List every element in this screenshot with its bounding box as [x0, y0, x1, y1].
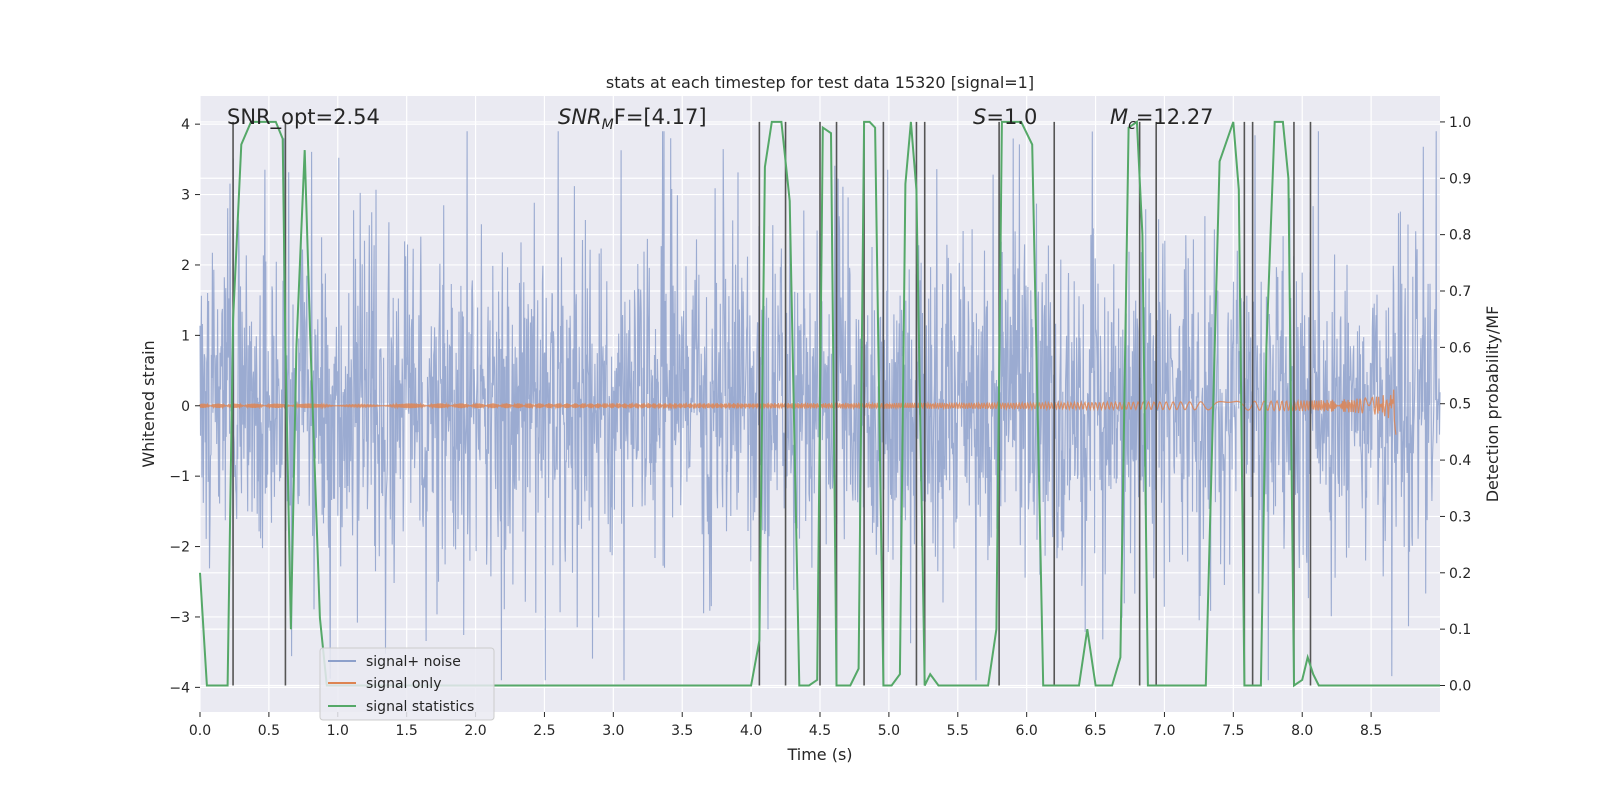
x-tick-label: 2.5: [533, 723, 555, 739]
y-right-tick-labels: 1.0 0.9 0.8 0.7 0.6 0.5 0.4 0.3 0.2 0.1 0.0: [1440, 115, 1471, 695]
mc-base: M: [1110, 105, 1128, 129]
x-tick-label: 1.0: [327, 723, 349, 739]
y-left-axis-label: Whitened strain: [139, 340, 158, 467]
x-tick-label: 0.0: [189, 723, 211, 739]
x-tick-label: 3.0: [602, 723, 624, 739]
y-left-tick-label: 3: [181, 188, 190, 204]
y-right-tick-label: 0.4: [1449, 453, 1471, 469]
x-tick-label: 7.0: [1153, 723, 1175, 739]
y-left-tick-label: 2: [181, 258, 190, 274]
mc-annotation: Mc=12.27: [1110, 105, 1214, 133]
s-rest: =1.0: [986, 105, 1037, 129]
x-tick-label: 7.5: [1222, 723, 1244, 739]
x-tick-label: 5.5: [947, 723, 969, 739]
y-right-tick-label: 1.0: [1449, 115, 1471, 131]
y-right-tick-label: 0.7: [1449, 284, 1471, 300]
signal-only-series: [199, 389, 1397, 435]
y-left-tick-label: −1: [169, 469, 190, 485]
x-tick-label: 0.5: [258, 723, 280, 739]
y-left-tick-label: 4: [181, 117, 190, 133]
y-left-tick-label: 1: [181, 328, 190, 344]
x-tick-label: 2.0: [464, 723, 486, 739]
x-axis-label: Time (s): [786, 745, 852, 764]
x-tick-label: 1.5: [396, 723, 418, 739]
x-tick-label: 8.0: [1291, 723, 1313, 739]
legend-label-noise: signal+ noise: [366, 654, 461, 670]
x-tick-label: 4.5: [809, 723, 831, 739]
legend: signal+ noise signal only signal statist…: [319, 647, 495, 721]
y-right-tick-label: 0.2: [1449, 566, 1471, 582]
x-tick-labels: 0.0 0.5 1.0 1.5 2.0 2.5 3.0 3.5 4.0 4.5 5.0 5.5 6.0 6…: [189, 712, 1382, 739]
legend-label-stats: signal statistics: [366, 699, 474, 715]
y-right-tick-label: 0.1: [1449, 622, 1471, 638]
y-left-tick-label: −3: [169, 610, 190, 626]
y-left-tick-label: −4: [169, 680, 190, 696]
y-left-tick-label: −2: [169, 540, 190, 556]
snr-mf-base: SNR: [558, 105, 602, 129]
legend-box: [319, 647, 495, 721]
snr-mf-rest: F=[4.17]: [614, 105, 707, 129]
snr-opt-annotation: SNR_opt=2.54: [227, 105, 380, 130]
x-tick-label: 6.5: [1084, 723, 1106, 739]
y-left-tick-labels: 4 3 2 1 0 −1 −2 −3 −4: [169, 117, 200, 696]
y-right-tick-label: 0.8: [1449, 228, 1471, 244]
x-tick-label: 3.5: [671, 723, 693, 739]
mc-rest: =12.27: [1136, 105, 1214, 129]
chart-title: stats at each timestep for test data 153…: [606, 73, 1034, 92]
x-tick-label: 6.0: [1016, 723, 1038, 739]
y-right-tick-label: 0.9: [1449, 171, 1471, 187]
y-right-axis-label: Detection probability/MF: [1483, 306, 1502, 503]
x-tick-label: 8.5: [1360, 723, 1382, 739]
snr-mf-annotation: SNRMF=[4.17]: [558, 105, 707, 133]
y-right-tick-label: 0.3: [1449, 509, 1471, 525]
y-right-tick-label: 0.6: [1449, 340, 1471, 356]
s-var: S: [973, 105, 986, 129]
snr-mf-sub: M: [602, 117, 614, 133]
legend-label-signal: signal only: [366, 676, 441, 692]
signal-only-line: [199, 389, 1397, 435]
s-annotation: S=1.0: [973, 105, 1037, 129]
mc-sub: c: [1128, 117, 1136, 133]
y-right-tick-label: 0.5: [1449, 397, 1471, 413]
x-tick-label: 5.0: [878, 723, 900, 739]
y-left-tick-label: 0: [181, 399, 190, 415]
y-right-tick-label: 0.0: [1449, 679, 1471, 695]
x-tick-label: 4.0: [740, 723, 762, 739]
